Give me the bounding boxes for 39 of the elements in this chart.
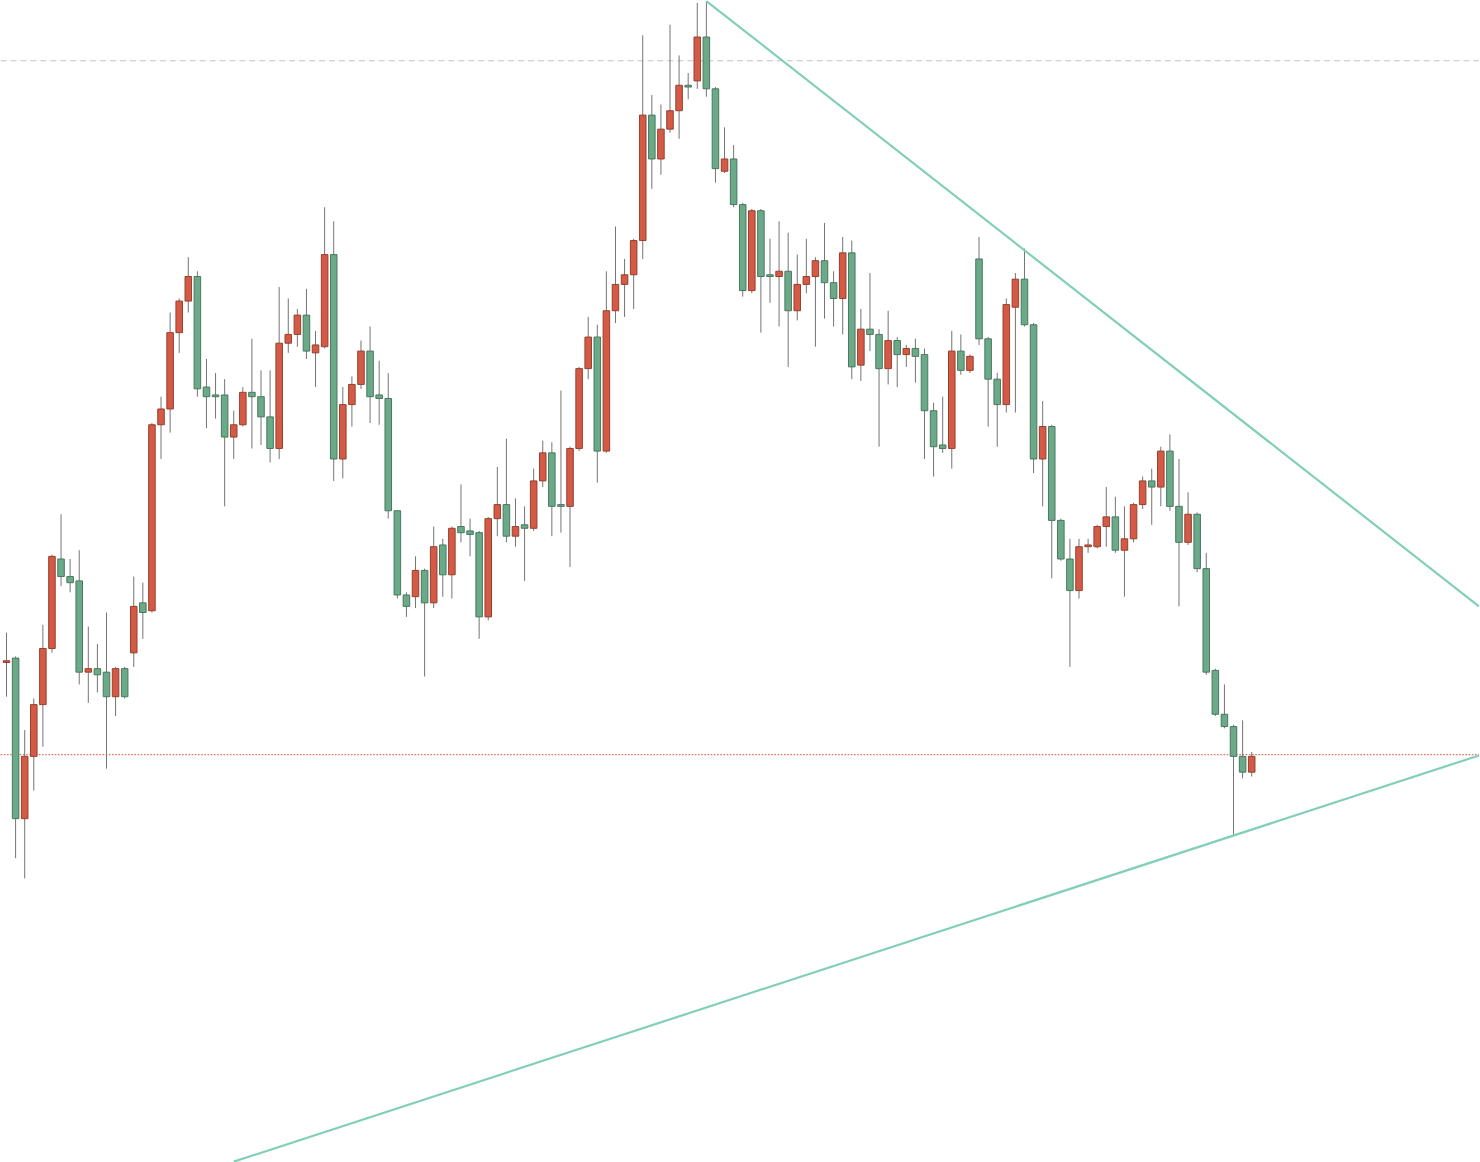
candlestick	[720, 126, 729, 174]
candlestick	[784, 231, 792, 367]
candlestick	[220, 378, 229, 507]
candlestick	[893, 336, 902, 388]
candlestick	[448, 525, 456, 599]
candlestick	[511, 497, 520, 547]
candlestick	[1147, 467, 1156, 525]
candlestick	[1184, 491, 1192, 546]
candlestick	[129, 575, 138, 668]
candlestick	[139, 581, 147, 639]
candlestick	[439, 537, 447, 597]
candlestick	[957, 333, 965, 375]
candlestick	[793, 253, 802, 321]
candlestick	[884, 309, 892, 385]
candlestick	[84, 625, 93, 703]
candlestick	[775, 220, 783, 327]
candlestick	[1157, 445, 1165, 507]
candlestick	[120, 666, 129, 699]
candlestick	[693, 1, 702, 89]
candlestick	[902, 344, 911, 367]
candlestick	[938, 395, 947, 453]
candlestick	[838, 236, 847, 335]
candlestick	[1238, 719, 1247, 779]
candlestick	[648, 94, 656, 189]
candlestick	[1038, 400, 1047, 507]
candlestick	[966, 353, 974, 374]
candlestick	[302, 287, 311, 360]
candlestick	[420, 567, 429, 677]
candlestick	[1120, 505, 1129, 597]
candlestick	[93, 643, 102, 693]
candlestick	[520, 505, 529, 582]
candlestick	[857, 308, 865, 382]
candlestick	[2, 631, 11, 697]
candlestick	[684, 72, 692, 100]
candlestick	[111, 666, 120, 717]
candlestick	[502, 437, 511, 543]
candlestick	[411, 555, 420, 609]
candlestick	[1247, 751, 1256, 777]
candlestick	[1111, 495, 1120, 553]
